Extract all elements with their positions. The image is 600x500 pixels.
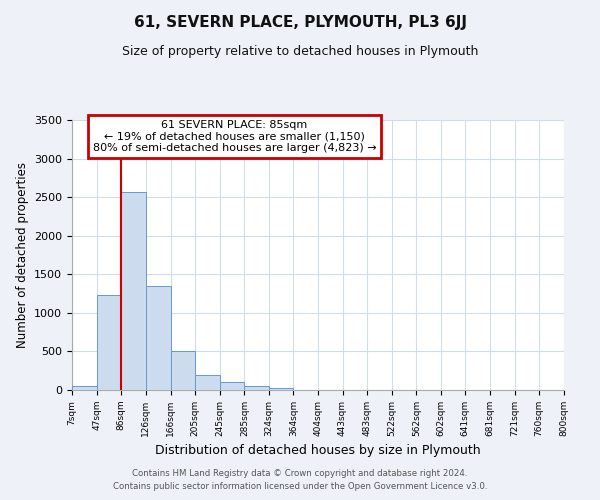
- Text: Contains HM Land Registry data © Crown copyright and database right 2024.: Contains HM Land Registry data © Crown c…: [132, 468, 468, 477]
- X-axis label: Distribution of detached houses by size in Plymouth: Distribution of detached houses by size …: [155, 444, 481, 458]
- Bar: [146, 286, 170, 390]
- Y-axis label: Number of detached properties: Number of detached properties: [16, 162, 29, 348]
- Text: 61 SEVERN PLACE: 85sqm
← 19% of detached houses are smaller (1,150)
80% of semi-: 61 SEVERN PLACE: 85sqm ← 19% of detached…: [92, 120, 376, 153]
- Bar: [195, 374, 220, 390]
- Bar: [220, 382, 244, 390]
- Bar: [97, 295, 121, 390]
- Bar: [244, 386, 269, 390]
- Bar: [170, 352, 195, 390]
- Text: Size of property relative to detached houses in Plymouth: Size of property relative to detached ho…: [122, 45, 478, 58]
- Text: 61, SEVERN PLACE, PLYMOUTH, PL3 6JJ: 61, SEVERN PLACE, PLYMOUTH, PL3 6JJ: [133, 15, 467, 30]
- Text: Contains public sector information licensed under the Open Government Licence v3: Contains public sector information licen…: [113, 482, 487, 491]
- Bar: [72, 386, 97, 390]
- Bar: [269, 388, 293, 390]
- Bar: [121, 192, 146, 390]
